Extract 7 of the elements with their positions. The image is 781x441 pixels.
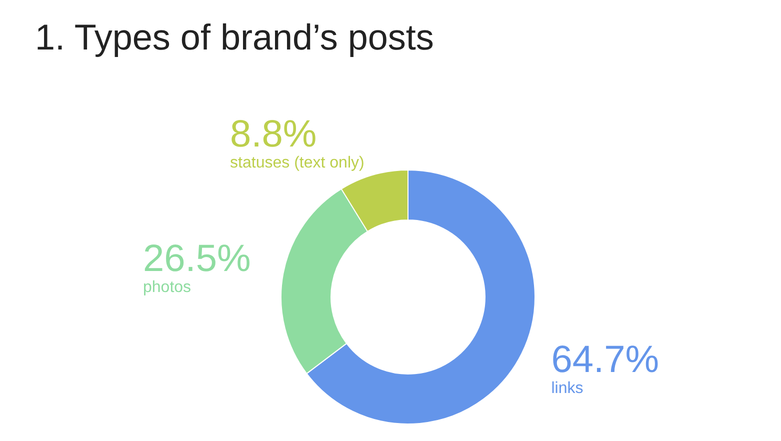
data-label: 8.8% [230,114,317,156]
data-label: 26.5% [142,238,251,280]
slice-label: statuses (text only) [230,154,364,172]
chart-title: 1. Types of brand’s posts [35,16,434,58]
data-label: 64.7% [551,338,659,381]
slice-label: links [551,380,584,397]
slice-label: photos [142,279,192,296]
